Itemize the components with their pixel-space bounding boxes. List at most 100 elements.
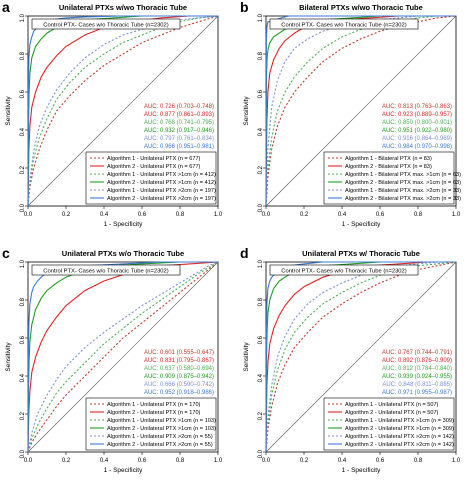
y-tick-label: 0.6 [20,335,26,344]
auc-label: AUC: 0.601 (0.555–0.647) [144,350,214,356]
legend-entry: Algorithm 1 - Bilateral PTX (n = 83) [345,156,432,162]
y-tick-label: 0.4 [20,373,26,382]
legend-entry: Algorithm 1 - Unilateral PTX >2cm (n = 5… [107,434,213,440]
legend-entry: Algorithm 2 - Unilateral PTX (n = 677) [107,164,201,170]
y-tick-label: 0.8 [258,51,264,60]
auc-label: AUC: 0.813 (0.763–0.863) [382,104,452,110]
x-tick-label: 0.6 [376,212,385,218]
x-tick-label: 0.2 [300,212,309,218]
x-tick-label: 0.4 [100,458,109,464]
x-tick-label: 1.0 [214,212,223,218]
legend-entry: Algorithm 1 - Unilateral PTX >1cm (n = 3… [345,418,454,424]
roc-panel-b: b Bilateral PTXs w/wo Thoracic Tube 0.00.0… [240,0,461,228]
x-tick-label: 1.0 [452,212,461,218]
legend-entry: Algorithm 2 - Unilateral PTX >2cm (n = 1… [107,196,216,202]
y-tick-label: 0.6 [258,335,264,344]
legend-entry: Algorithm 2 - Unilateral PTX (n = 170) [107,410,201,416]
x-tick-label: 0.2 [62,212,71,218]
roc-curve-1 [27,15,219,207]
x-tick-label: 1.0 [214,458,223,464]
auc-label: AUC: 0.812 (0.784–0.840) [382,366,452,372]
x-tick-label: 0.6 [138,212,147,218]
auc-label: AUC: 0.951 (0.922–0.980) [382,128,452,134]
panel-title: Bilateral PTXs w/wo Thoracic Tube [299,3,423,12]
auc-label: AUC: 0.966 (0.951–0.981) [144,144,214,150]
auc-label: AUC: 0.939 (0.924–0.955) [382,374,452,380]
roc-curve-2 [265,15,456,207]
legend-entry: Algorithm 2 - Bilateral PTX (n = 83) [345,164,432,170]
legend-entry: Algorithm 1 - Unilateral PTX >1cm (n = 1… [107,418,216,424]
legend-entry: Algorithm 2 - Unilateral PTX (n = 507) [345,410,439,416]
legend-entry: Algorithm 2 - Bilateral PTX max. >2cm (n… [345,196,461,202]
legend-entry: Algorithm 1 - Unilateral PTX >1cm (n = 4… [107,172,216,178]
reference-label: Control PTX- Cases w/o Thoracic Tube (n=… [281,23,406,29]
panel-letter: c [2,245,10,261]
x-tick-label: 0.6 [138,458,147,464]
reference-label: Control PTX- Cases w/o Thoracic Tube (n=… [281,269,406,275]
y-tick-label: 1.0 [258,259,264,268]
y-tick-label: 0.4 [258,373,264,382]
roc-curve-6 [265,15,456,207]
auc-label: AUC: 0.932 (0.917–0.946) [144,128,214,134]
reference-label-box [31,18,181,30]
roc-panel-d: d Unilateral PTXs w/ Thoracic Tube 0.00.0 0… [240,245,461,474]
panel-title: Unilateral PTXs w/ Thoracic Tube [302,249,420,258]
legend-entry: Algorithm 2 - Bilateral PTX max. >1cm (n… [345,180,461,186]
legend-entry: Algorithm 2 - Unilateral PTX >1cm (n = 4… [107,180,216,186]
y-tick-label: 0.0 [258,449,264,458]
roc-panel-c: c Unilateral PTXs w/o Thoracic Tube 0.00.0… [2,245,223,474]
panel-letter: a [2,0,10,15]
y-axis-label: Sensitivity [243,342,250,372]
auc-label: AUC: 0.971 (0.955–0.987) [382,390,452,396]
y-tick-label: 0.2 [20,411,26,420]
chance-diagonal [27,261,219,453]
auc-label: AUC: 0.984 (0.970–0.998) [382,144,452,150]
y-tick-label: 0.4 [20,127,26,136]
panel-letter: b [240,0,249,15]
x-tick-label: 0.0 [24,458,33,464]
y-tick-label: 0.0 [258,203,264,212]
roc-curve-1 [265,15,457,207]
roc-curve-3 [27,261,219,453]
legend-entry: Algorithm 1 - Unilateral PTX (n = 507) [345,402,439,408]
y-tick-label: 0.6 [258,89,264,98]
panel-title: Unilateral PTXs w/o Thoracic Tube [62,249,184,258]
legend-box [323,151,455,205]
y-axis-label: Sensitivity [243,96,250,126]
legend-entry: Algorithm 1 - Bilateral PTX max. >1cm (n… [345,172,461,178]
legend-entry: Algorithm 1 - Unilateral PTX (n = 170) [107,402,201,408]
legend-entry: Algorithm 1 - Bilateral PTX max. >2cm (n… [345,188,461,194]
y-tick-label: 0.4 [258,127,264,136]
chance-diagonal [27,15,219,207]
y-tick-label: 0.0 [20,203,26,212]
y-tick-label: 0.8 [258,297,264,306]
y-tick-label: 0.0 [20,449,26,458]
auc-label: AUC: 0.666 (0.590–0.742) [144,382,214,388]
x-tick-label: 0.8 [176,212,185,218]
x-tick-label: 0.8 [414,458,423,464]
auc-label: AUC: 0.850 (0.800–0.901) [382,120,452,126]
y-tick-label: 1.0 [20,13,26,22]
roc-curve-5 [265,261,456,453]
roc-panel-a: a Unilateral PTXs w/wo Thoracic Tube0.00.… [2,0,223,228]
roc-curve-4 [265,261,456,453]
x-tick-label: 1.0 [452,458,461,464]
x-axis-label: 1 - Specificity [342,221,381,228]
roc-curve-4 [27,15,218,207]
x-tick-label: 0.0 [262,212,271,218]
auc-label: AUC: 0.637 (0.580–0.694) [144,366,214,372]
reference-label-box [269,264,419,276]
reference-label-box [31,264,181,276]
x-tick-label: 0.8 [414,212,423,218]
chance-diagonal [265,15,457,207]
x-tick-label: 0.4 [100,212,109,218]
x-tick-label: 0.0 [24,212,33,218]
legend-box [85,151,217,205]
legend-entry: Algorithm 2 - Unilateral PTX >1cm (n = 1… [107,426,216,432]
legend-entry: Algorithm 2 - Unilateral PTX >2cm (n = 5… [107,442,213,448]
auc-label: AUC: 0.797 (0.761–0.834) [144,136,214,142]
x-tick-label: 0.2 [300,458,309,464]
x-tick-label: 0.4 [338,212,347,218]
chance-diagonal [265,261,457,453]
